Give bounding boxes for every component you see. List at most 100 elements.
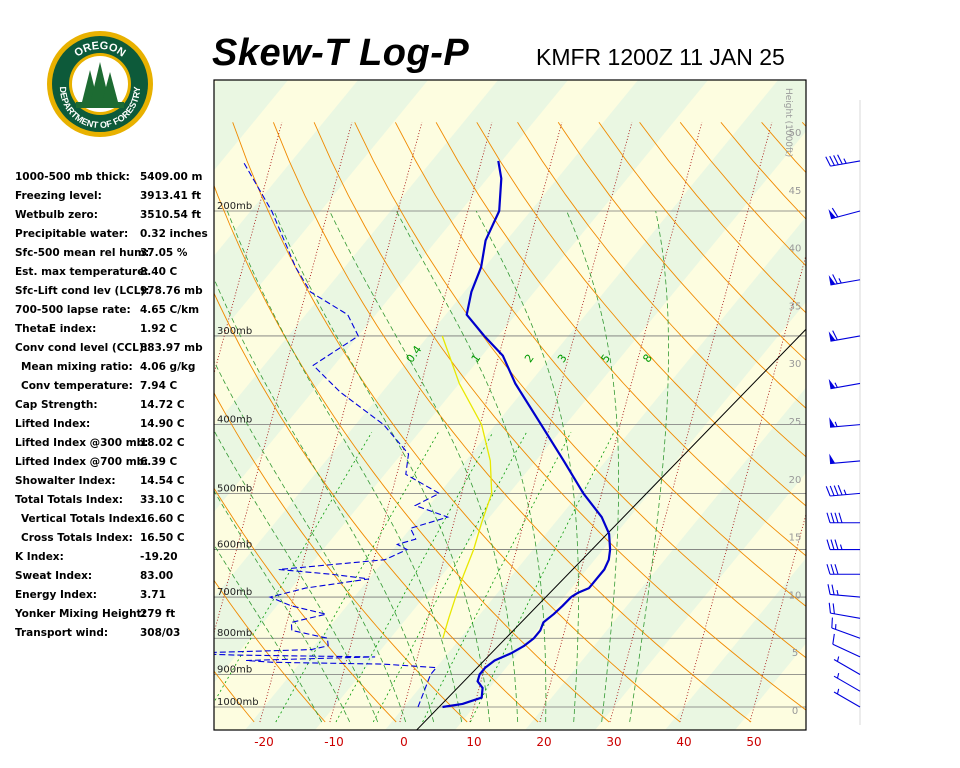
logo-top-text: OREGON xyxy=(72,40,127,60)
pressure-tick-label: 300mb xyxy=(217,326,252,337)
wind-barb-shaft xyxy=(833,675,861,692)
moist-adiabat-line xyxy=(214,490,351,723)
height-axis-label: Height (1000ft) xyxy=(783,88,793,157)
isotherm-band xyxy=(0,75,152,735)
index-value: 3.71 xyxy=(140,589,166,601)
index-value: 7.94 C xyxy=(140,380,178,392)
pressure-tick-label: 700mb xyxy=(217,587,252,598)
wind-barb-full xyxy=(837,154,843,165)
wind-barb xyxy=(826,564,860,575)
wind-barb-full xyxy=(831,207,839,218)
isohume-line xyxy=(214,122,283,376)
index-row: Conv temperature: 7.94 C xyxy=(15,377,215,396)
wind-barb-flag xyxy=(828,275,836,285)
index-value: 1.92 C xyxy=(140,323,178,335)
index-value: 4.65 C/km xyxy=(140,304,200,316)
index-label: Yonker Mixing Height: xyxy=(15,608,146,620)
dry-adiabat-line xyxy=(0,122,183,722)
dry-adiabat-line xyxy=(214,392,468,723)
wind-barb-full xyxy=(829,485,835,496)
index-row: Energy Index: 3.71 xyxy=(15,586,215,605)
index-value: 14.72 C xyxy=(140,399,185,411)
wind-barb-full xyxy=(828,602,832,614)
wind-barb-half xyxy=(836,656,840,662)
height-tick-label: 10 xyxy=(789,590,802,601)
index-label: Precipitable water: xyxy=(15,228,129,240)
wind-barb-half xyxy=(836,672,840,679)
wind-barb-flag xyxy=(829,453,836,464)
dry-adiabat-line xyxy=(313,122,806,711)
wind-barb-full xyxy=(831,617,833,629)
wind-barb-half xyxy=(838,278,842,284)
index-label: Lifted Index: xyxy=(15,418,91,430)
wind-barb xyxy=(826,539,860,551)
height-tick-label: 15 xyxy=(789,533,802,544)
isotherm-band xyxy=(525,387,806,730)
isotherm-band xyxy=(665,558,806,730)
index-label: Cross Totals Index: xyxy=(21,532,133,544)
index-label: 700-500 lapse rate: xyxy=(15,304,131,316)
wind-barb xyxy=(828,207,861,220)
index-row: ThetaE index: 1.92 C xyxy=(15,320,215,339)
height-tick-label: 20 xyxy=(789,475,802,486)
index-value: 8.40 C xyxy=(140,266,178,278)
plot-area xyxy=(0,75,806,735)
wind-barbs xyxy=(825,154,861,708)
wind-barb xyxy=(829,453,861,465)
wind-barb-shaft xyxy=(830,382,861,390)
wind-barb-full xyxy=(829,155,835,166)
x-tick-label: 30 xyxy=(606,735,621,749)
isohume-line xyxy=(0,122,142,722)
isohume-line xyxy=(0,122,2,722)
index-row: Sfc-Lift cond lev (LCL): 978.76 mb xyxy=(15,282,215,301)
index-label: 1000-500 mb thick: xyxy=(15,171,130,183)
height-tick-label: 5 xyxy=(792,648,798,659)
wind-barb-half xyxy=(836,589,839,596)
height-tick-label: 40 xyxy=(789,244,802,255)
wind-barb-half xyxy=(836,688,840,695)
wind-barb xyxy=(828,378,861,390)
index-value: 3913.41 ft xyxy=(140,190,202,202)
wind-barb-half xyxy=(843,489,847,495)
wind-barb-flag xyxy=(828,331,836,342)
wind-barb-full xyxy=(832,603,835,614)
oregon-department-of-forestry-logo: OREGON DEPARTMENT OF FORESTRY xyxy=(47,31,153,137)
pressure-tick-label: 600mb xyxy=(217,540,252,551)
isotherm-band xyxy=(245,80,806,730)
isotherm-band xyxy=(385,216,806,730)
index-value: 14.54 C xyxy=(140,475,185,487)
index-row: Yonker Mixing Height: 279 ft xyxy=(15,605,215,624)
parcel-trace xyxy=(441,335,493,639)
index-row: Transport wind: 308/03 xyxy=(15,624,215,643)
wind-barb-full xyxy=(837,485,843,496)
isotherm-band xyxy=(214,80,429,342)
wind-barb xyxy=(833,672,861,692)
plot-frame xyxy=(213,79,807,731)
wind-barb-half xyxy=(839,544,843,550)
dry-adiabat-line xyxy=(517,122,806,458)
wind-barb-full xyxy=(833,155,839,165)
pressure-tick-label: 500mb xyxy=(217,483,252,494)
wind-barb xyxy=(828,330,861,342)
reference-line xyxy=(415,328,806,730)
dry-adiabat-line xyxy=(0,122,112,722)
index-label: Showalter Index: xyxy=(15,475,116,487)
index-row: Mean mixing ratio: 4.06 g/kg xyxy=(15,358,215,377)
height-tick-label: 0 xyxy=(792,706,798,717)
dry-adiabat-line xyxy=(476,122,806,507)
index-row: K Index: -19.20 xyxy=(15,548,215,567)
index-label: Wetbulb zero: xyxy=(15,209,98,221)
chart-title: Skew-T Log-P xyxy=(212,32,470,74)
isohume-line xyxy=(50,122,212,722)
wind-barb-flag xyxy=(828,209,836,219)
dry-adiabat-line xyxy=(272,122,752,723)
moist-adiabat-line xyxy=(214,429,379,723)
index-value: 978.76 mb xyxy=(140,285,203,297)
wind-barb-full xyxy=(838,512,843,523)
wind-barb-half xyxy=(834,382,838,388)
wind-barb-flag xyxy=(828,378,836,389)
wind-barb-full xyxy=(834,539,839,550)
wind-barb-full xyxy=(833,485,839,496)
index-row: Cross Totals Index: 16.50 C xyxy=(15,529,215,548)
